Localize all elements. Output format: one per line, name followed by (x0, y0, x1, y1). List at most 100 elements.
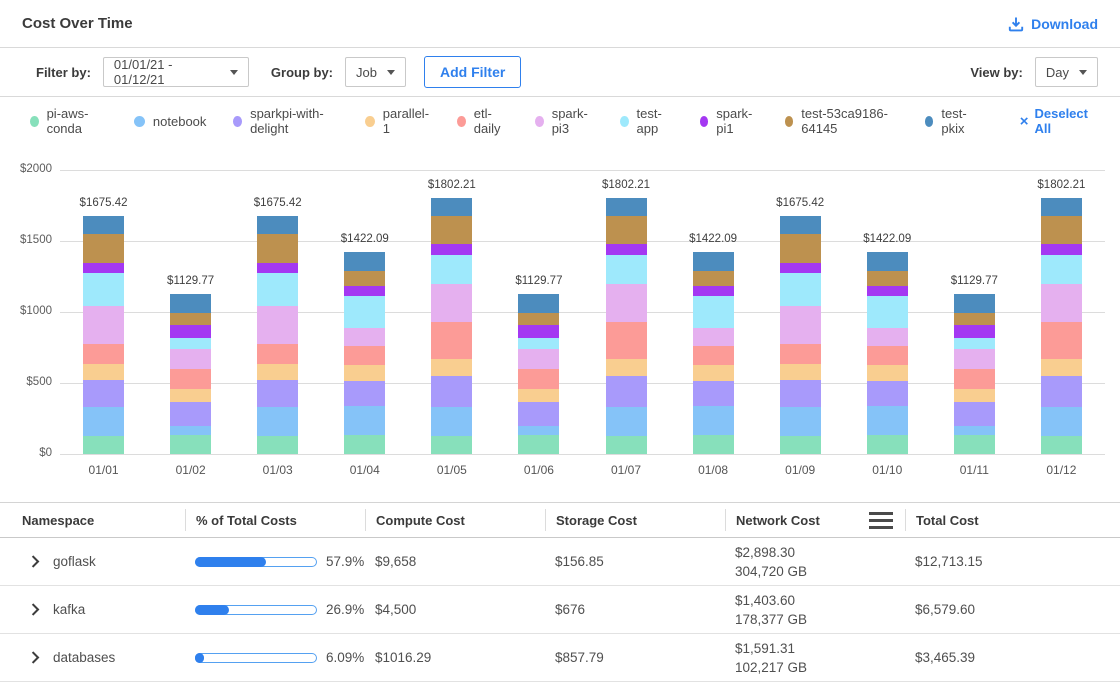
bar-segment-test-pkix[interactable] (867, 252, 908, 271)
bar-segment-etl-daily[interactable] (431, 322, 472, 359)
bar-segment-test-pkix[interactable] (954, 294, 995, 313)
bar-segment-parallel-1[interactable] (867, 365, 908, 381)
bar-column[interactable] (257, 216, 298, 454)
bar-segment-notebook[interactable] (606, 407, 647, 436)
deselect-all-button[interactable]: ×Deselect All (1020, 106, 1090, 136)
bar-segment-pi-aws-conda[interactable] (170, 435, 211, 454)
bar-segment-etl-daily[interactable] (344, 346, 385, 365)
bar-segment-test-53ca9186-64145[interactable] (693, 271, 734, 286)
column-header-namespace[interactable]: Namespace (0, 509, 185, 531)
bar-segment-test-app[interactable] (606, 255, 647, 284)
bar-segment-etl-daily[interactable] (83, 344, 124, 364)
bar-segment-etl-daily[interactable] (693, 346, 734, 365)
bar-segment-test-app[interactable] (954, 338, 995, 349)
bar-segment-test-app[interactable] (431, 255, 472, 284)
bar-segment-spark-pi3[interactable] (344, 328, 385, 346)
bar-segment-spark-pi1[interactable] (1041, 244, 1082, 255)
bar-segment-spark-pi3[interactable] (431, 284, 472, 322)
table-row-databases[interactable]: databases6.09%$1016.29$857.79$1,591.3110… (0, 634, 1120, 682)
bar-segment-test-pkix[interactable] (257, 216, 298, 234)
legend-item-test-pkix[interactable]: test-pkix (925, 106, 979, 136)
bar-segment-pi-aws-conda[interactable] (257, 436, 298, 454)
bar-segment-test-53ca9186-64145[interactable] (954, 313, 995, 325)
bar-segment-sparkpi-with-delight[interactable] (1041, 376, 1082, 406)
bar-segment-sparkpi-with-delight[interactable] (606, 376, 647, 406)
bar-segment-notebook[interactable] (780, 407, 821, 436)
bar-segment-spark-pi1[interactable] (518, 325, 559, 338)
bar-segment-pi-aws-conda[interactable] (83, 436, 124, 454)
bar-segment-test-app[interactable] (257, 273, 298, 306)
row-expand-chevron-icon[interactable] (31, 603, 40, 616)
bar-segment-test-pkix[interactable] (693, 252, 734, 271)
bar-segment-test-app[interactable] (693, 296, 734, 328)
bar-segment-parallel-1[interactable] (431, 359, 472, 376)
row-expand-chevron-icon[interactable] (31, 651, 40, 664)
bar-column[interactable] (344, 252, 385, 454)
bar-segment-etl-daily[interactable] (780, 344, 821, 364)
bar-segment-parallel-1[interactable] (83, 364, 124, 380)
bar-segment-sparkpi-with-delight[interactable] (693, 381, 734, 406)
bar-segment-spark-pi1[interactable] (170, 325, 211, 338)
bar-segment-test-pkix[interactable] (431, 198, 472, 216)
bar-segment-notebook[interactable] (257, 407, 298, 436)
bar-segment-parallel-1[interactable] (170, 389, 211, 402)
bar-segment-notebook[interactable] (518, 426, 559, 435)
bar-segment-test-app[interactable] (83, 273, 124, 306)
bar-segment-spark-pi1[interactable] (954, 325, 995, 338)
bar-segment-test-53ca9186-64145[interactable] (431, 216, 472, 244)
bar-segment-pi-aws-conda[interactable] (693, 435, 734, 454)
bar-segment-pi-aws-conda[interactable] (1041, 436, 1082, 454)
column-header-total-cost[interactable]: Total Cost (905, 509, 1120, 531)
bar-segment-notebook[interactable] (954, 426, 995, 435)
bar-segment-spark-pi1[interactable] (431, 244, 472, 255)
bar-segment-sparkpi-with-delight[interactable] (954, 402, 995, 426)
bar-segment-spark-pi3[interactable] (170, 349, 211, 369)
table-row-goflask[interactable]: goflask57.9%$9,658$156.85$2,898.30304,72… (0, 538, 1120, 586)
bar-segment-spark-pi3[interactable] (1041, 284, 1082, 322)
bar-segment-spark-pi1[interactable] (257, 263, 298, 274)
column-header-storage-cost[interactable]: Storage Cost (545, 509, 725, 531)
bar-segment-test-53ca9186-64145[interactable] (780, 234, 821, 263)
bar-segment-parallel-1[interactable] (693, 365, 734, 381)
bar-segment-spark-pi3[interactable] (867, 328, 908, 346)
bar-segment-spark-pi1[interactable] (606, 244, 647, 255)
bar-segment-etl-daily[interactable] (518, 369, 559, 389)
legend-item-parallel-1[interactable]: parallel-1 (365, 106, 430, 136)
bar-segment-notebook[interactable] (867, 406, 908, 435)
bar-segment-test-53ca9186-64145[interactable] (170, 313, 211, 325)
bar-segment-parallel-1[interactable] (780, 364, 821, 380)
bar-segment-test-pkix[interactable] (83, 216, 124, 234)
bar-segment-test-app[interactable] (170, 338, 211, 349)
add-filter-button[interactable]: Add Filter (424, 56, 521, 88)
bar-segment-test-53ca9186-64145[interactable] (606, 216, 647, 244)
bar-column[interactable] (1041, 198, 1082, 454)
bar-segment-test-pkix[interactable] (606, 198, 647, 216)
bar-segment-pi-aws-conda[interactable] (867, 435, 908, 454)
bar-segment-notebook[interactable] (1041, 407, 1082, 436)
bar-segment-pi-aws-conda[interactable] (431, 436, 472, 454)
bar-segment-sparkpi-with-delight[interactable] (780, 380, 821, 407)
bar-segment-spark-pi1[interactable] (693, 286, 734, 296)
bar-segment-etl-daily[interactable] (170, 369, 211, 389)
bar-segment-test-pkix[interactable] (780, 216, 821, 234)
bar-segment-test-53ca9186-64145[interactable] (83, 234, 124, 263)
legend-item-notebook[interactable]: notebook (134, 114, 207, 129)
bar-segment-test-pkix[interactable] (1041, 198, 1082, 216)
bar-segment-spark-pi3[interactable] (83, 306, 124, 343)
legend-item-pi-aws-conda[interactable]: pi-aws-conda (30, 106, 107, 136)
bar-segment-spark-pi3[interactable] (257, 306, 298, 343)
legend-item-spark-pi1[interactable]: spark-pi1 (700, 106, 758, 136)
bar-column[interactable] (780, 216, 821, 454)
bar-segment-spark-pi1[interactable] (344, 286, 385, 296)
bar-column[interactable] (606, 198, 647, 454)
bar-segment-spark-pi1[interactable] (83, 263, 124, 274)
bar-segment-spark-pi1[interactable] (867, 286, 908, 296)
bar-segment-parallel-1[interactable] (606, 359, 647, 376)
bar-segment-etl-daily[interactable] (867, 346, 908, 365)
bar-segment-test-53ca9186-64145[interactable] (344, 271, 385, 286)
bar-segment-sparkpi-with-delight[interactable] (518, 402, 559, 426)
legend-item-test-app[interactable]: test-app (620, 106, 673, 136)
bar-segment-test-53ca9186-64145[interactable] (867, 271, 908, 286)
bar-segment-sparkpi-with-delight[interactable] (344, 381, 385, 406)
bar-segment-pi-aws-conda[interactable] (518, 435, 559, 454)
